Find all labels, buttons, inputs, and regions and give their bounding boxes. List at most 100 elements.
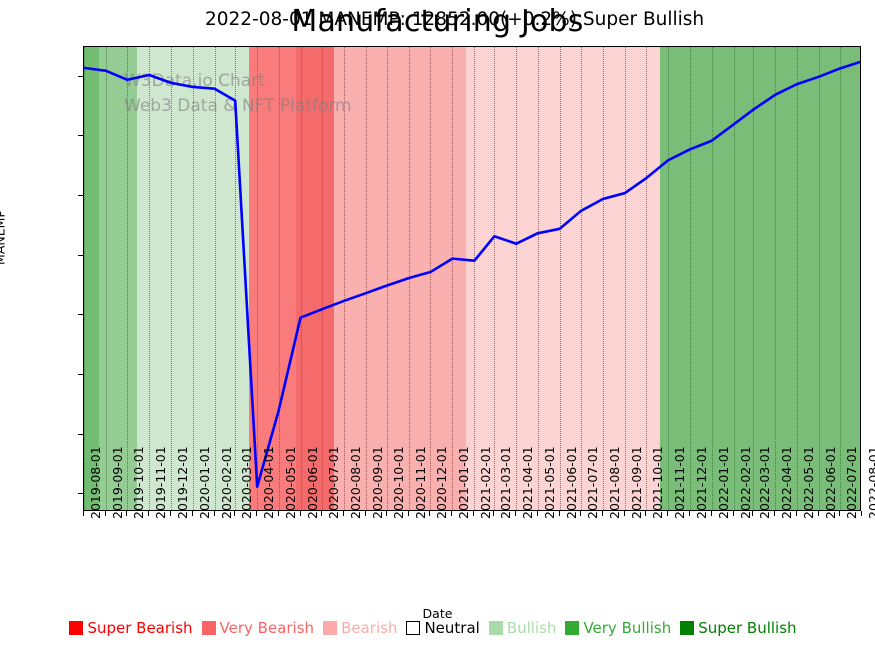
- x-axis-tick-mark: [148, 511, 150, 516]
- gridline-vertical: [818, 47, 820, 510]
- y-axis-tick-mark: [78, 373, 83, 375]
- sentiment-band: [333, 47, 466, 510]
- x-axis-tick-label: 2019-11-01: [153, 446, 169, 519]
- gridline-vertical: [278, 47, 280, 510]
- x-axis-tick-label: 2021-07-01: [584, 446, 600, 519]
- x-axis-tick-mark: [774, 511, 776, 516]
- sentiment-band: [98, 47, 138, 510]
- gridline-vertical: [257, 47, 259, 510]
- data-line-manemp: [84, 60, 860, 488]
- x-axis-tick-label: 2019-09-01: [110, 446, 125, 519]
- x-axis-tick-label: 2020-05-01: [282, 446, 298, 519]
- x-axis-tick-label: 2020-10-01: [391, 446, 407, 519]
- x-axis-tick-label: 2021-10-01: [650, 446, 666, 519]
- x-axis-tick-mark: [364, 511, 366, 516]
- legend-item[interactable]: Bullish: [488, 619, 556, 637]
- gridline-vertical: [775, 47, 777, 510]
- legend-item[interactable]: Super Bearish: [69, 619, 193, 637]
- x-axis-label: Date: [422, 606, 453, 621]
- x-axis-tick-label: 2022-04-01: [779, 446, 795, 519]
- gridline-vertical: [474, 47, 476, 510]
- x-axis-tick-label: 2020-07-01: [325, 446, 341, 519]
- legend-label: Neutral: [424, 619, 480, 637]
- gridline-vertical: [343, 47, 345, 510]
- y-axis-tick-mark: [78, 195, 83, 197]
- gridline-vertical: [387, 47, 389, 510]
- x-axis-tick-label: 2021-02-01: [478, 446, 494, 519]
- x-axis-tick-label: 2020-01-01: [196, 446, 212, 519]
- x-axis-tick-mark: [710, 511, 712, 516]
- x-axis-tick-mark: [126, 511, 128, 516]
- x-axis-tick-mark: [408, 511, 410, 516]
- gridline-vertical: [796, 47, 798, 510]
- legend: Super Bearish Very Bearish Bearish Neutral B…: [0, 619, 875, 637]
- gridline-vertical: [537, 47, 539, 510]
- legend-swatch-icon: [69, 621, 84, 635]
- legend-item[interactable]: Very Bearish: [201, 619, 314, 637]
- gridline-vertical: [689, 47, 691, 510]
- x-axis-tick-label: 2022-05-01: [800, 446, 816, 519]
- gridline-vertical: [452, 47, 454, 510]
- x-axis-tick-mark: [234, 511, 236, 516]
- legend-swatch-icon: [406, 621, 421, 635]
- x-axis-tick-label: 2022-06-01: [822, 446, 838, 519]
- gridline-vertical: [365, 47, 367, 510]
- x-axis-tick-mark: [83, 511, 84, 516]
- legend-swatch-icon: [680, 621, 695, 635]
- sentiment-band: [465, 47, 660, 510]
- gridline-vertical: [235, 47, 237, 510]
- x-axis-tick-mark: [320, 511, 322, 516]
- x-axis-tick-mark: [688, 511, 690, 516]
- x-axis-tick-mark: [213, 511, 215, 516]
- y-axis-tick-mark: [78, 314, 83, 316]
- gridline-vertical: [127, 47, 129, 510]
- x-axis-tick-mark: [623, 511, 625, 516]
- gridline-vertical: [711, 47, 713, 510]
- x-axis-tick-label: 2020-08-01: [347, 446, 363, 519]
- gridline-vertical: [106, 47, 107, 510]
- legend-swatch-icon: [488, 621, 503, 635]
- gridline-vertical: [516, 47, 518, 510]
- x-axis-tick-mark: [105, 511, 106, 516]
- x-axis-tick-label: 2022-01-01: [715, 446, 731, 519]
- x-axis-tick-label: 2021-09-01: [628, 446, 644, 519]
- gridline-vertical: [559, 47, 561, 510]
- x-axis-tick-label: 2020-11-01: [413, 446, 429, 519]
- sentiment-band: [84, 47, 99, 510]
- gridline-vertical: [733, 47, 735, 510]
- legend-item[interactable]: Super Bullish: [680, 619, 797, 637]
- x-axis-tick-mark: [493, 511, 495, 516]
- legend-item[interactable]: Neutral: [406, 619, 480, 637]
- x-axis-tick-mark: [752, 511, 754, 516]
- gridline-vertical: [84, 47, 85, 510]
- gridline-vertical: [321, 47, 323, 510]
- x-axis-tick-mark: [795, 511, 797, 516]
- x-axis-tick-label: 2020-09-01: [369, 446, 385, 519]
- x-axis-tick-mark: [536, 511, 538, 516]
- x-axis-tick-label: 2021-05-01: [541, 446, 557, 519]
- gridline-vertical: [580, 47, 582, 510]
- x-axis-tick-mark: [579, 511, 581, 516]
- x-axis-tick-label: 2020-06-01: [304, 446, 320, 519]
- y-axis-tick-mark: [78, 493, 83, 495]
- x-axis-tick-mark: [558, 511, 560, 516]
- x-axis-tick-mark: [191, 511, 193, 516]
- x-axis-tick-mark: [386, 511, 388, 516]
- x-axis-tick-mark: [861, 511, 862, 516]
- y-axis-tick-mark: [78, 135, 83, 137]
- x-axis-tick-mark: [277, 511, 279, 516]
- x-axis-tick-mark: [515, 511, 517, 516]
- gridline-vertical: [624, 47, 626, 510]
- legend-label: Super Bullish: [698, 619, 797, 637]
- gridline-vertical: [192, 47, 194, 510]
- gridline-vertical: [753, 47, 755, 510]
- gridline-vertical: [214, 47, 216, 510]
- y-axis-label: MANEMP: [0, 210, 8, 265]
- legend-item[interactable]: Bearish: [323, 619, 397, 637]
- legend-label: Very Bullish: [583, 619, 672, 637]
- legend-item[interactable]: Very Bullish: [565, 619, 671, 637]
- x-axis-tick-label: 2021-08-01: [606, 446, 622, 519]
- legend-label: Bearish: [341, 619, 398, 637]
- x-axis-tick-mark: [256, 511, 258, 516]
